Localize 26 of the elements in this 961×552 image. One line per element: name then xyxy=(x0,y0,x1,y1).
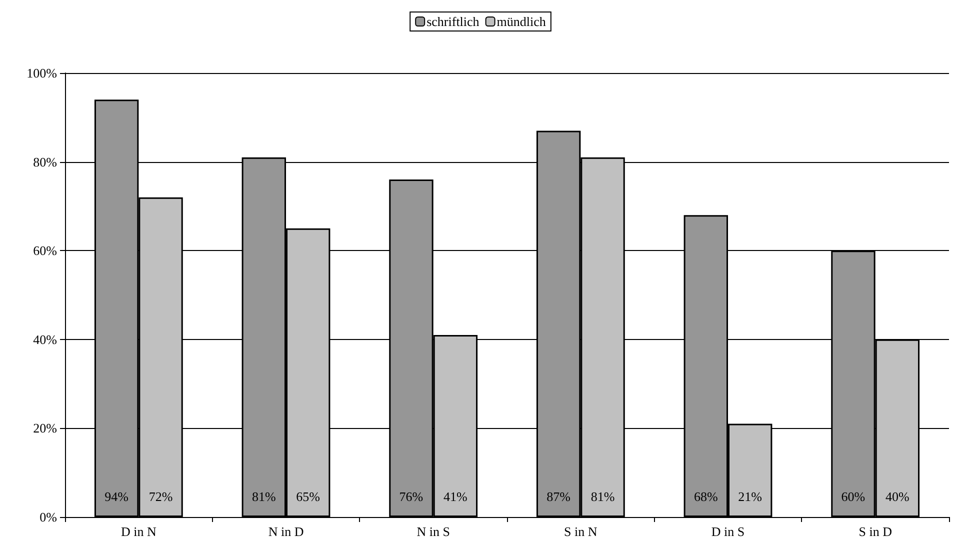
legend-label: mündlich xyxy=(496,14,546,29)
data-label: 41% xyxy=(444,489,468,504)
data-label: 21% xyxy=(738,489,762,504)
legend-label: schriftlich xyxy=(426,14,480,29)
data-label: 72% xyxy=(148,489,173,504)
y-tick-label: 60% xyxy=(33,243,58,258)
data-label: 76% xyxy=(399,489,424,504)
data-label: 81% xyxy=(252,489,276,504)
y-tick-label: 0% xyxy=(40,510,58,524)
data-label: 87% xyxy=(546,489,571,504)
data-label: 40% xyxy=(886,489,910,504)
data-label: 94% xyxy=(104,489,129,504)
x-tick-label: N in S xyxy=(416,524,450,539)
x-tick-label: S in D xyxy=(858,524,892,539)
x-tick-label: S in N xyxy=(564,524,598,539)
x-tick-label: D in N xyxy=(120,524,157,539)
y-tick-label: 20% xyxy=(33,420,58,436)
data-label: 68% xyxy=(694,489,718,504)
data-label: 60% xyxy=(841,489,866,504)
x-tick-label: N in D xyxy=(268,524,304,539)
data-label: 81% xyxy=(590,489,615,504)
y-tick-label: 100% xyxy=(26,66,58,80)
x-tick-label: D in S xyxy=(711,524,745,539)
y-tick-label: 80% xyxy=(33,154,58,170)
data-label: 65% xyxy=(296,489,320,504)
y-tick-label: 40% xyxy=(33,332,58,347)
